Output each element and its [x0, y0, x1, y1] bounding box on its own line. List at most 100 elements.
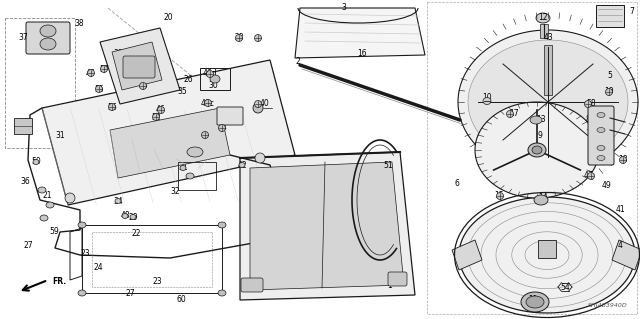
Bar: [82, 225, 222, 293]
Text: 38: 38: [74, 19, 84, 28]
Text: 7: 7: [630, 8, 634, 17]
Text: 45: 45: [200, 130, 210, 139]
Ellipse shape: [497, 192, 504, 199]
Text: 18: 18: [618, 155, 628, 165]
Text: 12: 12: [538, 13, 548, 23]
Ellipse shape: [46, 202, 54, 208]
Text: 55: 55: [94, 85, 104, 93]
Ellipse shape: [532, 146, 542, 154]
Text: 3: 3: [342, 4, 346, 12]
Bar: [538, 240, 556, 258]
Ellipse shape: [526, 296, 544, 308]
Text: 30: 30: [208, 81, 218, 91]
Text: 29: 29: [128, 212, 138, 221]
Text: 46: 46: [156, 106, 166, 115]
Text: 54: 54: [560, 283, 570, 292]
Text: 46: 46: [86, 69, 96, 78]
Text: 59: 59: [49, 226, 59, 235]
Text: 37: 37: [18, 33, 28, 42]
Circle shape: [65, 193, 75, 203]
FancyBboxPatch shape: [123, 56, 155, 78]
Ellipse shape: [78, 222, 86, 228]
Ellipse shape: [157, 107, 164, 114]
Bar: [92, 232, 212, 287]
Ellipse shape: [115, 198, 121, 204]
Bar: [200, 68, 230, 90]
Ellipse shape: [109, 103, 115, 110]
Text: 17: 17: [509, 109, 519, 118]
Ellipse shape: [588, 173, 595, 180]
Ellipse shape: [218, 222, 226, 228]
Text: 42: 42: [237, 160, 247, 169]
Text: SHJ4B3940D: SHJ4B3940D: [588, 303, 628, 308]
Text: 15: 15: [494, 191, 504, 201]
Ellipse shape: [38, 187, 46, 193]
Bar: [596, 5, 624, 27]
Text: 51: 51: [383, 160, 393, 169]
Text: 23: 23: [152, 277, 162, 286]
Ellipse shape: [218, 290, 226, 296]
Text: 5: 5: [607, 70, 612, 79]
Text: 49: 49: [602, 182, 612, 190]
FancyBboxPatch shape: [388, 272, 407, 286]
Ellipse shape: [95, 85, 102, 93]
Text: 49: 49: [603, 136, 613, 145]
Polygon shape: [100, 28, 180, 104]
Text: 46d: 46d: [203, 70, 218, 78]
Text: 32: 32: [170, 188, 180, 197]
Ellipse shape: [180, 166, 186, 170]
FancyBboxPatch shape: [26, 22, 70, 54]
Ellipse shape: [78, 290, 86, 296]
Polygon shape: [250, 162, 404, 290]
Ellipse shape: [597, 145, 605, 151]
Ellipse shape: [236, 34, 243, 41]
Text: 53: 53: [138, 81, 148, 91]
Bar: [14, 118, 32, 134]
Bar: [540, 24, 548, 38]
Polygon shape: [295, 8, 425, 58]
Text: 35: 35: [177, 86, 187, 95]
Ellipse shape: [536, 13, 550, 23]
Text: 23: 23: [80, 249, 90, 258]
Text: 57: 57: [99, 64, 109, 73]
Polygon shape: [112, 42, 162, 90]
Ellipse shape: [605, 88, 612, 95]
Text: 16: 16: [357, 49, 367, 58]
Ellipse shape: [187, 147, 203, 157]
Ellipse shape: [483, 98, 491, 105]
Text: 8: 8: [586, 115, 590, 124]
Text: 1: 1: [388, 280, 392, 290]
Text: 13: 13: [536, 115, 546, 124]
Text: 33: 33: [17, 118, 27, 128]
Polygon shape: [475, 102, 599, 198]
Text: 21: 21: [42, 191, 52, 201]
Text: 34: 34: [113, 197, 123, 205]
Ellipse shape: [528, 143, 546, 157]
Ellipse shape: [530, 116, 542, 124]
Bar: [5, 18, 75, 148]
Text: 24: 24: [93, 263, 103, 272]
Ellipse shape: [597, 113, 605, 117]
Text: 52: 52: [151, 113, 161, 122]
Text: 2: 2: [296, 57, 300, 66]
Text: 20: 20: [163, 13, 173, 23]
Ellipse shape: [40, 25, 56, 37]
Polygon shape: [612, 240, 640, 270]
Ellipse shape: [597, 155, 605, 160]
Ellipse shape: [255, 100, 262, 108]
Ellipse shape: [620, 157, 627, 164]
Text: 50: 50: [31, 158, 41, 167]
Text: 25: 25: [227, 109, 237, 118]
Text: 31: 31: [178, 164, 188, 173]
Ellipse shape: [33, 160, 39, 165]
Text: 4: 4: [618, 241, 623, 249]
Text: 26: 26: [183, 75, 193, 84]
Text: 27: 27: [23, 241, 33, 249]
Text: 9: 9: [538, 130, 543, 139]
Ellipse shape: [100, 65, 108, 72]
Text: 31: 31: [55, 131, 65, 140]
Ellipse shape: [88, 70, 95, 77]
Ellipse shape: [584, 100, 591, 108]
Text: FR.: FR.: [52, 278, 66, 286]
Polygon shape: [468, 40, 628, 164]
